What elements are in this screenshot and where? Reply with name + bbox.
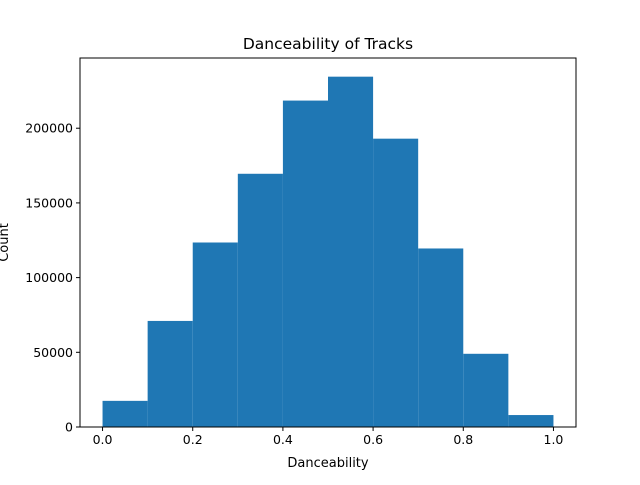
histogram-bar [192, 242, 238, 427]
x-axis-label: Danceability [287, 456, 369, 471]
x-tick-label: 0.2 [183, 432, 203, 447]
plot-frame [79, 57, 577, 428]
y-tick-label: 50000 [33, 345, 73, 360]
y-tick-label: 150000 [25, 195, 73, 210]
y-tick-label: 200000 [25, 121, 73, 136]
histogram-bar [282, 100, 328, 428]
y-axis-label: Count [0, 223, 12, 262]
x-tick-label: 1.0 [544, 432, 564, 447]
histogram-bar [147, 320, 193, 427]
x-tick-label: 0.6 [363, 432, 383, 447]
histogram-bar [237, 173, 283, 427]
histogram-bar [102, 400, 148, 427]
histogram-bar [328, 76, 374, 428]
histogram-bar [463, 353, 509, 427]
y-axis-ticks: 0 50000 100000 150000 200000 [25, 121, 80, 435]
histogram-bar [418, 248, 464, 427]
y-tick-label: 100000 [25, 270, 73, 285]
x-tick-label: 0.0 [93, 432, 113, 447]
chart-title: Danceability of Tracks [243, 35, 413, 53]
bars-group [102, 76, 554, 428]
x-tick-label: 0.4 [273, 432, 293, 447]
x-tick-label: 0.8 [453, 432, 473, 447]
x-axis-ticks: 0.0 0.2 0.4 0.6 0.8 1.0 [93, 427, 564, 447]
histogram-bar [508, 415, 554, 427]
y-tick-label: 0 [65, 420, 73, 435]
histogram-bar [373, 138, 419, 427]
